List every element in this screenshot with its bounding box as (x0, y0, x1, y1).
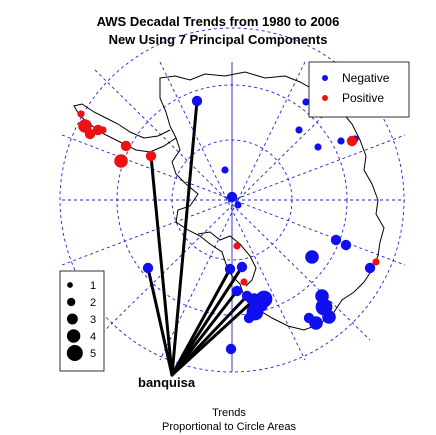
banquisa-line-7 (170, 298, 256, 377)
size-legend-dot-1 (67, 282, 73, 288)
banquisa-line-1 (149, 154, 174, 377)
negative-point-7 (234, 201, 242, 209)
size-legend-dot-2 (67, 297, 76, 307)
size-legend-label-4: 4 (90, 331, 96, 343)
negative-point-18 (255, 290, 273, 308)
negative-point-9 (340, 239, 352, 251)
legend-positive-marker (322, 95, 328, 101)
positive-point-7 (145, 150, 157, 162)
positive-point-2 (84, 128, 96, 140)
legend-positive-label: Positive (342, 91, 384, 105)
negative-point-26 (225, 343, 237, 355)
chart-subtitle: New Using 7 Principal Components (109, 32, 328, 47)
station-points (77, 95, 380, 355)
negative-point-11 (224, 263, 236, 275)
banquisa-annotation: banquisa (138, 375, 196, 390)
negative-point-6 (226, 191, 238, 203)
size-legend-dots (66, 282, 83, 361)
banquisa-line-0 (170, 99, 199, 377)
negative-point-12 (236, 261, 248, 273)
banquisa-line-4 (170, 265, 244, 377)
banquisa-lines (146, 99, 256, 377)
meridian-steep-1 (159, 61, 306, 361)
positive-point-10 (240, 278, 248, 286)
meridian-steep-2 (159, 61, 306, 361)
chart-title: AWS Decadal Trends from 1980 to 2006 (97, 14, 340, 29)
antarctic-peninsula (73, 103, 177, 153)
size-legend: 1 2 3 4 5 (59, 270, 105, 372)
negative-point-13 (142, 262, 154, 274)
negative-point-2 (295, 126, 303, 134)
negative-point-10 (305, 250, 319, 264)
size-legend-label-3: 3 (90, 314, 96, 326)
negative-point-20 (243, 312, 255, 324)
legend-negative-marker (322, 75, 328, 81)
negative-point-27 (364, 262, 376, 274)
negative-point-8 (330, 234, 342, 246)
negative-point-4 (337, 137, 345, 145)
positive-point-9 (372, 258, 380, 266)
meridian-shallow-2 (61, 134, 406, 266)
negative-point-3 (314, 143, 322, 151)
ice-shelf-coast (197, 231, 257, 287)
size-legend-label-5: 5 (90, 348, 96, 360)
banquisa-line-2 (146, 266, 174, 377)
footer-trends: Trends (212, 407, 246, 419)
negative-point-0 (191, 95, 203, 107)
negative-point-1 (302, 98, 310, 106)
legend-box (308, 61, 410, 118)
negative-point-28 (221, 166, 229, 174)
negative-point-14 (231, 285, 243, 297)
positive-point-8 (346, 135, 358, 147)
size-legend-dot-3 (66, 313, 78, 325)
positive-point-6 (120, 140, 132, 152)
size-legend-labels: 1 2 3 4 5 (90, 280, 96, 360)
positive-point-5 (114, 154, 128, 168)
color-legend: Negative Positive (308, 61, 410, 118)
positive-point-11 (233, 242, 241, 250)
positive-point-0 (77, 110, 85, 118)
legend-negative-label: Negative (342, 71, 390, 85)
size-legend-dot-4 (66, 329, 81, 343)
positive-point-4 (99, 126, 107, 134)
footer-proportional: Proportional to Circle Areas (162, 421, 296, 433)
size-legend-label-2: 2 (90, 297, 96, 309)
negative-point-25 (303, 312, 315, 324)
banquisa-line-5 (170, 289, 239, 377)
size-legend-label-1: 1 (90, 280, 96, 292)
negative-point-23 (322, 310, 336, 324)
meridian-diagonal-2 (94, 69, 371, 341)
size-legend-dot-5 (66, 345, 83, 361)
